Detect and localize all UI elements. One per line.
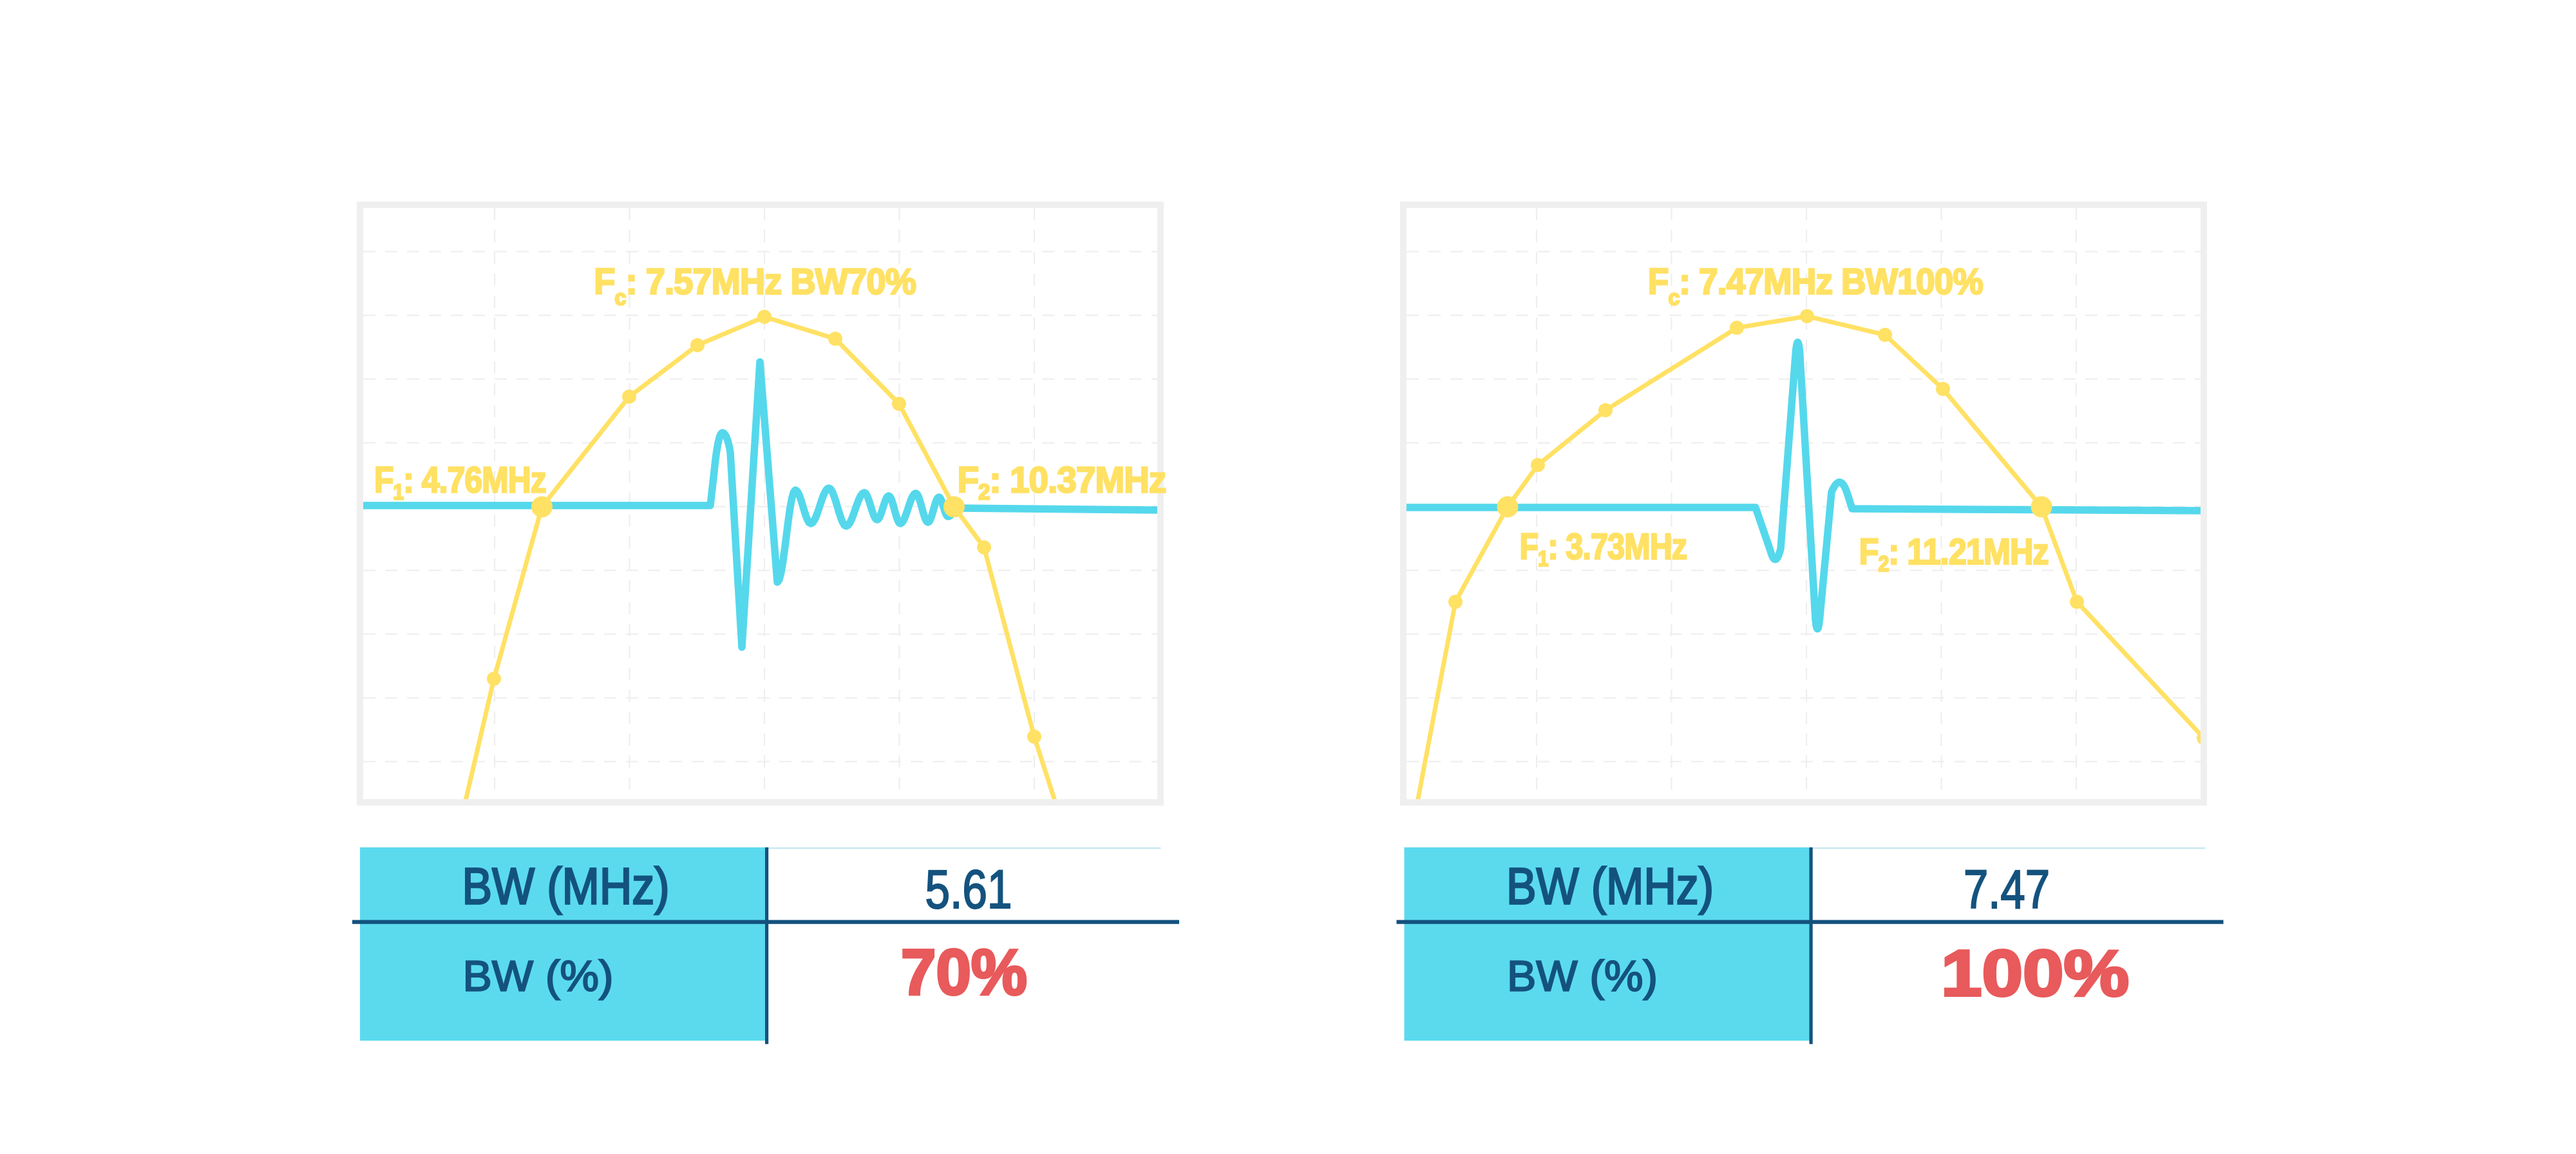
svg-text:7.47: 7.47 xyxy=(1964,859,2050,920)
svg-text:100%: 100% xyxy=(1941,938,2129,1010)
svg-text:Fc: 7.47MHz BW100%: Fc: 7.47MHz BW100% xyxy=(1648,261,1983,310)
svg-text:BW (MHz): BW (MHz) xyxy=(1506,858,1714,915)
svg-text:BW (MHz): BW (MHz) xyxy=(462,858,670,915)
svg-text:BW (%): BW (%) xyxy=(463,952,614,1001)
svg-text:F2: 11.21MHz: F2: 11.21MHz xyxy=(1859,531,2049,576)
svg-text:5.61: 5.61 xyxy=(925,859,1012,920)
svg-text:F1: 4.76MHz: F1: 4.76MHz xyxy=(374,460,546,504)
svg-text:BW (%): BW (%) xyxy=(1507,952,1658,1001)
svg-text:Fc: 7.57MHz BW70%: Fc: 7.57MHz BW70% xyxy=(594,261,916,310)
svg-text:F2: 10.37MHz: F2: 10.37MHz xyxy=(958,459,1166,505)
svg-text:F1: 3.73MHz: F1: 3.73MHz xyxy=(1520,526,1687,571)
svg-text:70%: 70% xyxy=(901,936,1027,1008)
